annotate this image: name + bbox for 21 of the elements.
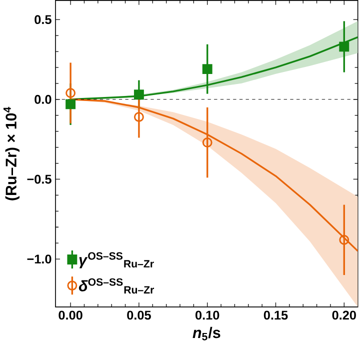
point bbox=[134, 112, 144, 122]
y-axis-title: (Ru–Zr) × 10$^{4}$ bbox=[4, 106, 20, 200]
point bbox=[202, 138, 212, 148]
legend-label: δ$^{OS–SS}$Ru–Zr bbox=[78, 278, 154, 294]
y-tick-label: 0.0 bbox=[34, 94, 52, 104]
y-tick-label: 0.5 bbox=[34, 15, 52, 24]
x-tick-label: 0.00 bbox=[58, 310, 82, 320]
point bbox=[339, 234, 350, 245]
x-tick-label: 0.15 bbox=[264, 310, 288, 320]
y-tick-label: −0.5 bbox=[27, 174, 52, 184]
point bbox=[339, 42, 350, 52]
point bbox=[66, 88, 76, 98]
x-tick-label: 0.20 bbox=[332, 310, 356, 320]
x-tick-label: 0.05 bbox=[127, 310, 151, 320]
point bbox=[202, 64, 212, 74]
x-tick-label: 0.10 bbox=[196, 310, 220, 320]
y-tick-label: −1.0 bbox=[27, 254, 52, 264]
x-axis-title: n$_{5}$/s bbox=[192, 326, 220, 340]
legend-label: γ$^{OS–SS}$Ru–Zr bbox=[79, 252, 154, 268]
point bbox=[134, 90, 144, 100]
point bbox=[66, 99, 76, 110]
